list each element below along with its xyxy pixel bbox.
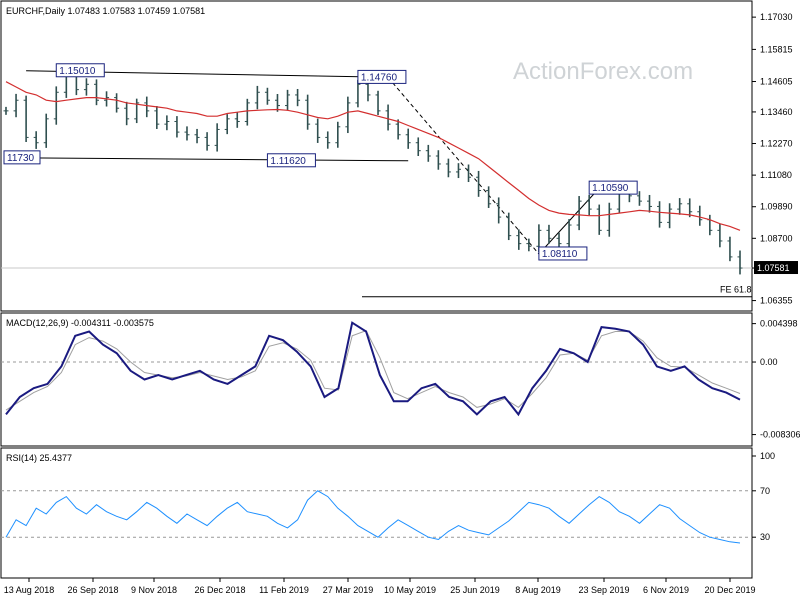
price-y-tick-label: 1.08700 — [760, 233, 793, 243]
price-title: EURCHF,Daily 1.07483 1.07583 1.07459 1.0… — [6, 6, 205, 16]
price-annotation: 1.08110 — [538, 246, 588, 261]
annotation-box — [588, 180, 638, 195]
x-tick-label: 9 Nov 2018 — [131, 585, 177, 595]
price-panel-frame — [0, 0, 753, 312]
price-y-tick-label: 1.12270 — [760, 139, 793, 149]
price-annotation: 1.14760 — [357, 69, 407, 84]
annotation-label: 11730 — [7, 153, 35, 164]
x-tick-label: 6 Nov 2019 — [643, 585, 689, 595]
annotation-box — [55, 63, 105, 78]
x-tick-label: 20 Dec 2019 — [704, 585, 755, 595]
x-tick-label: 26 Sep 2018 — [67, 585, 118, 595]
annotation-label: 1.10590 — [592, 183, 629, 194]
macd-y-tick-label: 0.00 — [760, 357, 778, 367]
x-tick-label: 25 Jun 2019 — [450, 585, 500, 595]
macd-panel: 0.004398 0.00 -0.008306 — [1, 319, 800, 440]
x-tick-label: 26 Dec 2018 — [194, 585, 245, 595]
price-y-tick-label: 1.15815 — [760, 44, 793, 54]
x-axis: 13 Aug 2018 26 Sep 2018 9 Nov 2018 26 Dec 2… — [4, 578, 756, 595]
rsi-line — [5, 490, 741, 544]
price-y-tick-label: 1.11080 — [760, 170, 792, 180]
price-annotation: 1.10590 — [588, 180, 638, 195]
x-tick-label: 8 Aug 2019 — [515, 585, 561, 595]
annotation-box — [357, 69, 407, 84]
macd-panel-frame — [0, 312, 753, 447]
price-y-tick-label: 1.13460 — [760, 107, 793, 117]
x-tick-label: 27 Mar 2019 — [323, 585, 374, 595]
price-panel: 1.17030 1.15815 1.14605 1.13460 1.12270 1.110… — [1, 12, 798, 306]
price-annotation: 1.15010 — [55, 63, 105, 78]
price-y-tick-label: 1.09890 — [760, 202, 793, 212]
x-tick-label: 23 Sep 2019 — [578, 585, 629, 595]
trendline — [26, 157, 409, 162]
annotation-label: 1.14760 — [361, 72, 398, 83]
price-y-tick-label: 1.17030 — [760, 12, 793, 22]
annotation-box — [3, 150, 41, 165]
macd-y-tick-label: 0.004398 — [760, 319, 798, 329]
fe-label: FE 61.8 — [720, 285, 752, 295]
annotation-label: 1.08110 — [542, 249, 578, 260]
annotation-label: 1.15010 — [59, 66, 96, 77]
rsi-title: RSI(14) 25.4377 — [6, 453, 72, 463]
price-y-tick-label: 1.06355 — [760, 296, 793, 306]
macd-signal-line — [5, 329, 741, 411]
macd-title: MACD(12,26,9) -0.004311 -0.003575 — [6, 318, 154, 328]
annotation-box — [538, 246, 588, 261]
price-annotation: 1.11620 — [266, 153, 316, 168]
macd-line — [5, 321, 741, 417]
rsi-y-tick-label: 30 — [760, 532, 770, 542]
annotation-label: 1.11620 — [270, 156, 306, 167]
x-tick-label: 13 Aug 2018 — [4, 585, 55, 595]
macd-y-tick-label: -0.008306 — [760, 430, 800, 440]
last-price-box — [754, 261, 798, 275]
rsi-panel-frame — [0, 447, 753, 579]
x-tick-label: 11 Feb 2019 — [259, 585, 309, 595]
price-y-tick-label: 1.14605 — [760, 77, 793, 87]
rsi-y-tick-label: 70 — [760, 486, 770, 496]
rsi-panel: 100 70 30 — [1, 451, 775, 544]
rsi-y-tick-label: 100 — [760, 451, 775, 461]
last-price-label: 1.07581 — [757, 263, 790, 273]
sma-line — [5, 81, 741, 231]
x-tick-label: 10 May 2019 — [384, 585, 436, 595]
annotation-box — [266, 153, 316, 168]
price-annotation: 11730 — [3, 150, 41, 165]
watermark: ActionForex.com — [513, 58, 693, 85]
trendline — [387, 77, 540, 255]
